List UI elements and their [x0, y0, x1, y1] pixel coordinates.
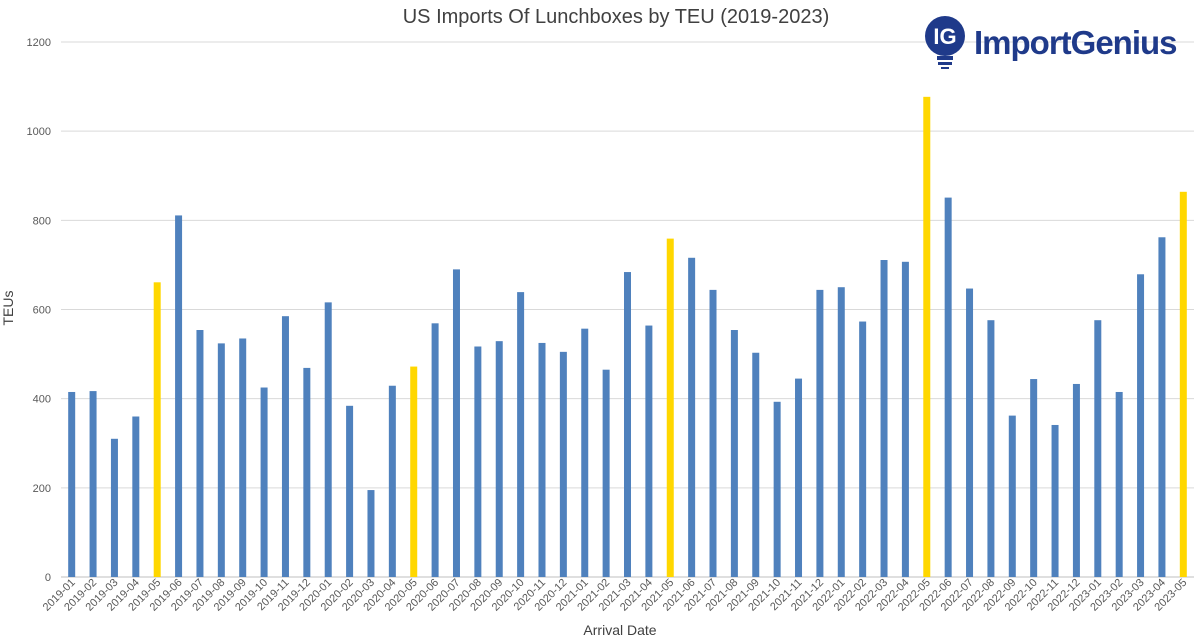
- y-tick-label: 200: [33, 483, 51, 495]
- bar-2021-11: [795, 378, 803, 577]
- bar-2021-07: [709, 289, 717, 577]
- bar-2020-04: [388, 385, 396, 577]
- bar-2020-07: [452, 269, 460, 577]
- bar-2019-08: [217, 343, 225, 577]
- bar-2023-03: [1137, 274, 1145, 577]
- bar-2020-08: [474, 346, 482, 577]
- bar-2021-02: [602, 369, 610, 577]
- bar-2023-01: [1094, 320, 1102, 577]
- bar-2022-12: [1072, 383, 1080, 577]
- bar-2021-10: [773, 401, 781, 577]
- bar-2022-04: [901, 261, 909, 577]
- bar-2020-03: [367, 490, 375, 577]
- y-axis-ticks: 0 200 400 600 800 1000 1200: [27, 37, 51, 584]
- bar-2022-06: [944, 197, 952, 578]
- y-tick-label: 600: [33, 305, 51, 317]
- bar-2023-05: [1179, 191, 1187, 578]
- bar-2021-01: [581, 328, 589, 577]
- x-axis-label: Arrival Date: [583, 622, 657, 638]
- bar-2019-07: [196, 330, 204, 577]
- bar-2021-08: [730, 330, 738, 577]
- bar-2020-12: [559, 351, 567, 577]
- bar-2020-05: [410, 366, 418, 577]
- x-axis-ticks: 2019-012019-022019-032019-042019-052019-…: [41, 577, 1190, 614]
- bar-2021-06: [688, 257, 696, 577]
- chart-title: US Imports Of Lunchboxes by TEU (2019-20…: [402, 6, 830, 28]
- bar-2019-06: [175, 215, 183, 577]
- bar-2019-03: [110, 438, 118, 577]
- bar-2022-05: [923, 96, 931, 578]
- bar-2019-10: [260, 387, 268, 577]
- bar-2022-02: [859, 321, 867, 577]
- bar-2021-12: [816, 289, 824, 577]
- bar-2019-05: [153, 282, 161, 577]
- bar-2022-11: [1051, 424, 1059, 577]
- bar-2021-05: [666, 238, 674, 578]
- logo-text: ImportGenius: [974, 24, 1178, 61]
- y-tick-label: 1200: [27, 37, 51, 49]
- y-tick-label: 800: [33, 215, 51, 227]
- bar-2022-08: [987, 320, 995, 577]
- bar-2021-09: [752, 352, 760, 577]
- bar-2020-09: [495, 341, 503, 577]
- bar-2022-07: [966, 288, 974, 577]
- importgenius-logo: IG ImportGenius: [922, 14, 1197, 70]
- bar-2019-01: [68, 391, 76, 577]
- logo-badge: IG: [933, 24, 956, 49]
- bar-2022-10: [1030, 379, 1038, 577]
- lightbulb-icon: IG: [925, 16, 965, 69]
- bar-2019-12: [303, 367, 311, 577]
- bar-2023-02: [1115, 391, 1123, 577]
- bar-2020-11: [538, 342, 546, 577]
- bar-2021-04: [645, 325, 653, 577]
- y-axis-label: TEUs: [0, 290, 16, 326]
- y-tick-label: 0: [45, 572, 51, 584]
- bar-2019-02: [89, 391, 97, 577]
- bar-2019-09: [239, 338, 247, 577]
- bar-2020-02: [346, 405, 354, 577]
- y-tick-label: 400: [33, 394, 51, 406]
- bar-2019-11: [281, 316, 289, 577]
- bar-2022-01: [837, 287, 845, 577]
- bars: [68, 96, 1187, 578]
- bar-2023-04: [1158, 237, 1166, 577]
- bar-2020-10: [517, 292, 525, 577]
- bar-2020-06: [431, 323, 439, 577]
- bar-2022-03: [880, 260, 888, 577]
- y-tick-label: 1000: [27, 126, 51, 138]
- bar-2019-04: [132, 416, 140, 577]
- bar-2021-03: [624, 272, 631, 577]
- bar-2022-09: [1008, 415, 1016, 577]
- bar-2020-01: [324, 302, 332, 577]
